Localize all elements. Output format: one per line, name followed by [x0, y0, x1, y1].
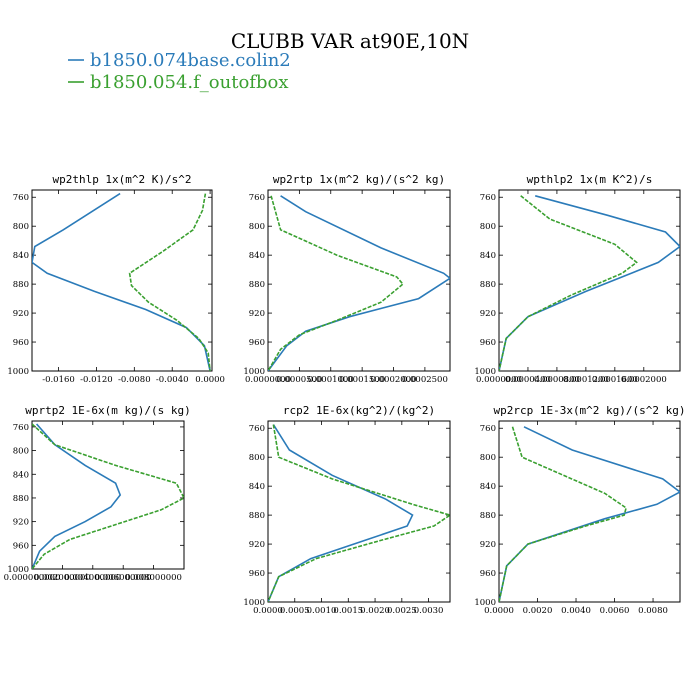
x-tick-label-4-2: 0.0010 [307, 606, 337, 616]
y-tick-label-0-6: 1000 [7, 367, 29, 377]
x-tick-label-0-4: 0.0000 [195, 375, 225, 385]
panel-5: wp2rcp 1E-3x(m^2 kg)/(s^2 kg) 760 800 840 88… [474, 404, 685, 616]
panel-2: wpthlp2 1x(m K^2)/s760800840880920960100… [474, 173, 680, 385]
x-tick-label-1-5: 0.0002500 [402, 375, 448, 385]
y-tick-label-2-1: 800 [480, 222, 496, 232]
series-line-5-0 [499, 427, 680, 602]
x-tick-label-4-4: 0.0020 [360, 606, 390, 616]
y-tick-label-2-4: 920 [480, 309, 496, 319]
panel-title-5: wp2rcp 1E-3x(m^2 kg)/(s^2 kg) [493, 404, 685, 417]
y-tick-label-1-0: 760 [249, 193, 265, 203]
x-tick-label-4-5: 0.0025 [387, 606, 417, 616]
panel-title-2: wpthlp2 1x(m K^2)/s [527, 173, 653, 186]
x-tick-label-5-2: 0.0040 [561, 606, 591, 616]
plot-frame-0 [32, 190, 212, 371]
y-tick-label-0-2: 840 [13, 251, 29, 261]
plot-frame-2 [499, 190, 680, 371]
panel-1: wp2rtp 1x(m^2 kg)/(s^2 kg) 760 800 840 880 92… [243, 173, 450, 385]
y-tick-label-1-2: 840 [249, 251, 265, 261]
y-tick-label-3-4: 920 [13, 518, 29, 528]
plot-frame-1 [268, 190, 450, 371]
x-tick-label-5-3: 0.0060 [600, 606, 630, 616]
panel-title-3: wprtp2 1E-6x(m kg)/(s kg) [25, 404, 191, 417]
series-line-0-1 [130, 194, 211, 371]
y-tick-label-5-0: 760 [480, 424, 496, 434]
y-tick-label-3-0: 760 [13, 423, 29, 433]
y-tick-label-0-4: 920 [13, 309, 29, 319]
y-tick-label-3-5: 960 [13, 541, 29, 551]
y-tick-label-2-2: 840 [480, 251, 496, 261]
x-tick-label-0-2: -0.0080 [118, 375, 151, 385]
y-tick-label-5-4: 920 [480, 540, 496, 550]
y-tick-label-0-0: 760 [13, 193, 29, 203]
x-tick-label-5-4: 0.0080 [638, 606, 668, 616]
x-tick-label-5-0: 0.0000 [484, 606, 514, 616]
x-tick-label-4-0: 0.0000 [253, 606, 283, 616]
y-tick-label-5-3: 880 [480, 511, 496, 521]
series-line-4-1 [268, 425, 450, 602]
y-tick-label-4-3: 880 [249, 511, 265, 521]
series-line-3-0 [32, 424, 120, 569]
y-tick-label-4-1: 800 [249, 453, 265, 463]
y-tick-label-3-2: 840 [13, 470, 29, 480]
x-tick-label-5-1: 0.0020 [523, 606, 553, 616]
y-tick-label-0-5: 960 [13, 338, 29, 348]
plot-frame-5 [499, 421, 680, 602]
y-tick-label-1-5: 960 [249, 338, 265, 348]
y-tick-label-4-4: 920 [249, 540, 265, 550]
x-tick-label-0-0: -0.0160 [42, 375, 75, 385]
plot-frame-4 [268, 421, 450, 602]
series-line-2-0 [499, 196, 680, 371]
x-tick-label-4-6: 0.0030 [414, 606, 444, 616]
legend-label-1: b1850.054.f_outofbox [90, 72, 288, 93]
plot-frame-3 [32, 421, 184, 569]
panels: wp2thlp 1x(m^2 K)/s^2 760 800 840 880 920 960 1… [4, 173, 686, 616]
y-tick-label-3-3: 880 [13, 494, 29, 504]
panel-title-1: wp2rtp 1x(m^2 kg)/(s^2 kg) [273, 173, 445, 186]
legend-label-0: b1850.074base.colin2 [90, 50, 291, 71]
y-tick-label-1-3: 880 [249, 280, 265, 290]
series-line-4-0 [268, 425, 413, 602]
y-tick-label-4-5: 960 [249, 569, 265, 579]
y-tick-label-4-2: 840 [249, 482, 265, 492]
y-tick-label-5-2: 840 [480, 482, 496, 492]
x-tick-label-4-1: 0.0005 [280, 606, 310, 616]
x-tick-label-0-3: -0.0040 [156, 375, 189, 385]
series-line-2-1 [499, 196, 637, 371]
y-tick-label-5-5: 960 [480, 569, 496, 579]
y-tick-label-0-3: 880 [13, 280, 29, 290]
x-tick-label-0-1: -0.0120 [80, 375, 113, 385]
panel-0: wp2thlp 1x(m^2 K)/s^2 760 800 840 880 920 960 1… [7, 173, 225, 385]
panel-3: wprtp2 1E-6x(m kg)/(s kg) 760 800 840 880 920… [4, 404, 191, 583]
series-line-1-0 [268, 196, 450, 371]
y-tick-label-1-4: 920 [249, 309, 265, 319]
y-tick-label-5-1: 800 [480, 453, 496, 463]
x-tick-label-2-5: 0.0002000 [621, 375, 667, 385]
y-tick-label-3-1: 800 [13, 447, 29, 457]
y-tick-label-4-0: 760 [249, 424, 265, 434]
series-line-5-1 [499, 427, 626, 602]
series-line-0-0 [32, 194, 210, 371]
y-tick-label-2-0: 760 [480, 193, 496, 203]
panel-title-0: wp2thlp 1x(m^2 K)/s^2 [52, 173, 191, 186]
panel-title-4: rcp2 1E-6x(kg^2)/(kg^2) [283, 404, 435, 417]
x-tick-label-3-4: 0.008000000 [125, 573, 182, 583]
panel-4: rcp2 1E-6x(kg^2)/(kg^2) 760 800 840 880 920 96… [243, 404, 450, 616]
y-tick-label-2-5: 960 [480, 338, 496, 348]
series-line-3-1 [32, 424, 184, 569]
y-tick-label-1-1: 800 [249, 222, 265, 232]
y-tick-label-2-3: 880 [480, 280, 496, 290]
y-tick-label-0-1: 800 [13, 222, 29, 232]
x-tick-label-4-3: 0.0015 [333, 606, 363, 616]
legend: b1850.074base.colin2 b1850.054.f_outofbo… [68, 50, 291, 93]
